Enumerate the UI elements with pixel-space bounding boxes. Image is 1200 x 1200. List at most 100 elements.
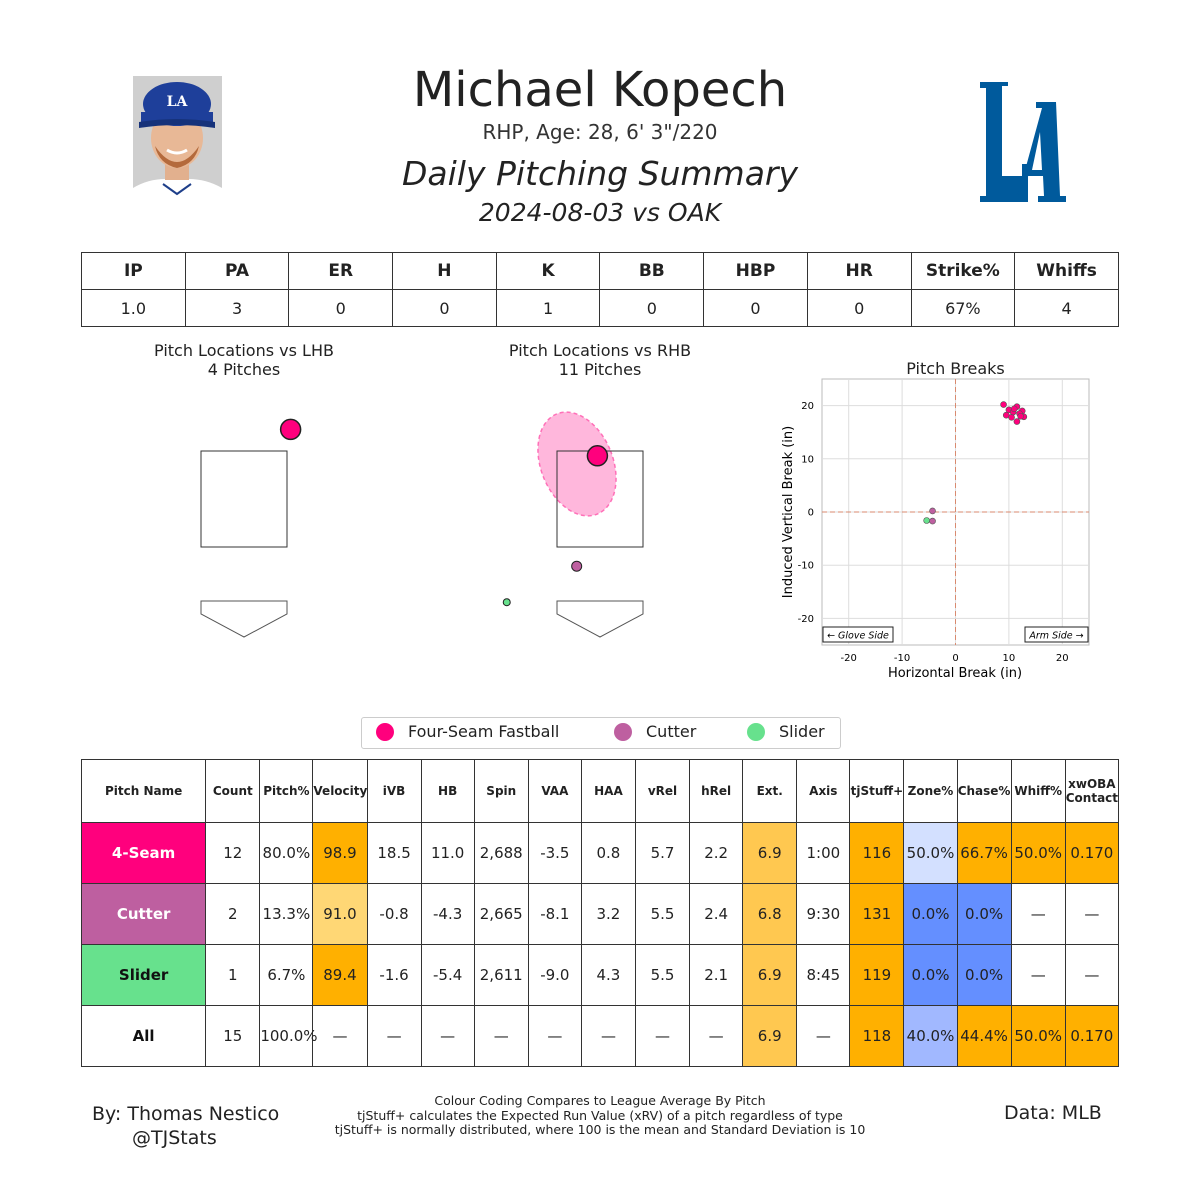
pitch-metric-cell: 50.0% — [1010, 1005, 1066, 1067]
pitch-table-header: HB — [420, 759, 475, 823]
pitch-table-header: vRel — [634, 759, 691, 823]
pitch-metric-cell: 0.0% — [903, 944, 958, 1006]
pitch-metric-cell: -0.8 — [366, 883, 422, 945]
stat-header-row: IP PA ER H K BB HBP HR Strike% Whiffs — [81, 252, 1119, 290]
stat-value: 0 — [288, 289, 394, 327]
four-seam-marker-icon — [376, 722, 394, 741]
pitch-break-point — [929, 507, 936, 515]
legend-item-four-seam: Four-Seam Fastball — [376, 722, 559, 741]
strike-zone — [200, 450, 288, 548]
pitch-table-row: Cutter 2 13.3% 91.0 -0.8 -4.3 2,665 -8.1 3.2 5.5 2… — [80, 883, 1120, 945]
footer-note: tjStuff+ calculates the Expected Run Val… — [357, 1107, 843, 1123]
game-info: 2024-08-03 vs OAK — [478, 198, 722, 227]
pitch-metric-cell: 18.5 — [366, 822, 422, 884]
stat-value: 1.0 — [81, 289, 186, 327]
pitch-metric-cell: 50.0% — [1010, 822, 1066, 884]
pitch-break-point — [1013, 418, 1021, 425]
pitch-metric-cell: — — [1064, 883, 1120, 945]
pitch-metric-cell: 91.0 — [312, 883, 368, 945]
stat-value: 3 — [184, 289, 290, 327]
lhb-plot-title-block: Pitch Locations vs LHB 4 Pitches — [124, 341, 364, 379]
pitch-metric-cell: 118 — [849, 1005, 905, 1067]
pitch-metric-cell: 0.0% — [903, 883, 958, 945]
x-tick-label: -20 — [841, 653, 857, 664]
y-tick-label: -20 — [798, 614, 814, 625]
stat-header: IP — [81, 252, 186, 290]
stat-value: 1 — [495, 289, 601, 327]
pitch-metric-cell: -8.1 — [527, 883, 582, 945]
pitch-metric-cell: — — [312, 1005, 368, 1067]
pitch-location-point — [502, 598, 511, 607]
y-tick-label: 0 — [808, 508, 814, 519]
pitch-metric-cell: 2,611 — [473, 944, 529, 1006]
four-seam-density-ellipse — [537, 411, 617, 517]
pitch-metric-cell: — — [1010, 944, 1066, 1006]
arm-side-box — [1024, 626, 1089, 643]
pitch-table-header: Pitch Name — [80, 759, 207, 823]
svg-text:LA: LA — [167, 94, 189, 110]
pitch-table-header: Zone% — [903, 759, 958, 823]
pitch-metric-cell: 13.3% — [259, 883, 314, 945]
stat-header: HR — [806, 252, 912, 290]
pitch-name-cell: Slider — [80, 944, 207, 1006]
stat-header: H — [392, 252, 497, 290]
pitch-metric-cell: -1.6 — [366, 944, 422, 1006]
pitch-metric-cell: 44.4% — [956, 1005, 1012, 1067]
pitch-metric-cell: 6.9 — [742, 822, 798, 884]
legend-item-cutter: Cutter — [614, 722, 696, 741]
pitch-metric-cell: 66.7% — [956, 822, 1012, 884]
pitch-metric-cell: — — [634, 1005, 691, 1067]
legend-label: Cutter — [646, 722, 697, 741]
pitch-metric-cell: 50.0% — [903, 822, 958, 884]
pitch-metric-cell: -3.5 — [527, 822, 582, 884]
pitch-name-cell: 4-Seam — [80, 822, 207, 884]
pitch-metric-cell: -5.4 — [420, 944, 475, 1006]
arm-side-label: Arm Side → — [1028, 631, 1083, 642]
pitch-table-header: Count — [205, 759, 261, 823]
stat-header: HBP — [703, 252, 808, 290]
pitch-metric-cell: — — [580, 1005, 636, 1067]
pitch-table-header: hRel — [689, 759, 744, 823]
pitch-metric-cell: 2.2 — [689, 822, 744, 884]
pitch-metric-cell: 6.8 — [742, 883, 798, 945]
pitch-metric-cell: 100.0% — [259, 1005, 318, 1067]
pitch-metric-cell: 80.0% — [259, 822, 314, 884]
x-tick-label: 0 — [952, 653, 958, 664]
stat-header: Whiffs — [1014, 252, 1119, 290]
report-subtitle: Daily Pitching Summary — [401, 154, 799, 193]
stat-value-row: 1.0 3 0 0 1 0 0 0 67% 4 — [81, 289, 1119, 327]
slider-marker-icon — [747, 722, 765, 741]
pitch-table-header: HAA — [580, 759, 636, 823]
footer-note: tjStuff+ is normally distributed, where … — [334, 1122, 866, 1137]
pitch-metric-cell: 2,665 — [473, 883, 529, 945]
pitch-metric-cell: 9:30 — [796, 883, 851, 945]
pitch-metric-cell: 0.0% — [956, 883, 1012, 945]
home-plate — [556, 600, 644, 638]
pitch-legend: Four-Seam Fastball Cutter Slider — [361, 717, 841, 749]
pitch-table-header: Whiff% — [1010, 759, 1066, 823]
pitch-table-header: Spin — [473, 759, 529, 823]
pitch-table-header: Velocity — [312, 759, 368, 823]
break-xlabel: Horizontal Break (in) — [888, 666, 1022, 681]
pitch-table-row: All 15 100.0% — — — — — — — —6.9—118 40.0% 44.4% 50.0… — [80, 1005, 1120, 1067]
pitch-metric-cell: 3.2 — [580, 883, 636, 945]
pitch-metric-cell: 2.4 — [689, 883, 744, 945]
pitch-metric-cell: 12 — [205, 822, 261, 884]
pitch-metric-cell: 1 — [205, 944, 261, 1006]
rhb-location-plot — [502, 411, 644, 638]
pitch-metric-cell: 6.9 — [742, 944, 798, 1006]
pitch-table-header: Chase% — [956, 759, 1012, 823]
pitch-metric-cell: -4.3 — [420, 883, 475, 945]
author-block: By: Thomas Nestico @TJStats — [92, 1102, 279, 1150]
rhb-plot-title: Pitch Locations vs RHB — [508, 341, 692, 360]
player-headshot: LA — [133, 76, 222, 208]
legend-item-slider: Slider — [747, 722, 825, 741]
stat-value: 4 — [1014, 289, 1119, 327]
rhb-plot-subtitle: 11 Pitches — [558, 360, 642, 379]
pitch-break-plot: -20 -10 0 10 20 -20 -10 0 10 20 Horizontal Break … — [781, 378, 1090, 681]
pitch-location-point — [571, 560, 583, 572]
legend-label: Four-Seam Fastball — [408, 722, 560, 741]
pitch-metric-cell: 5.7 — [634, 822, 691, 884]
pitch-metric-cell: 5.5 — [634, 944, 691, 1006]
pitch-metric-cell: 131 — [849, 883, 905, 945]
